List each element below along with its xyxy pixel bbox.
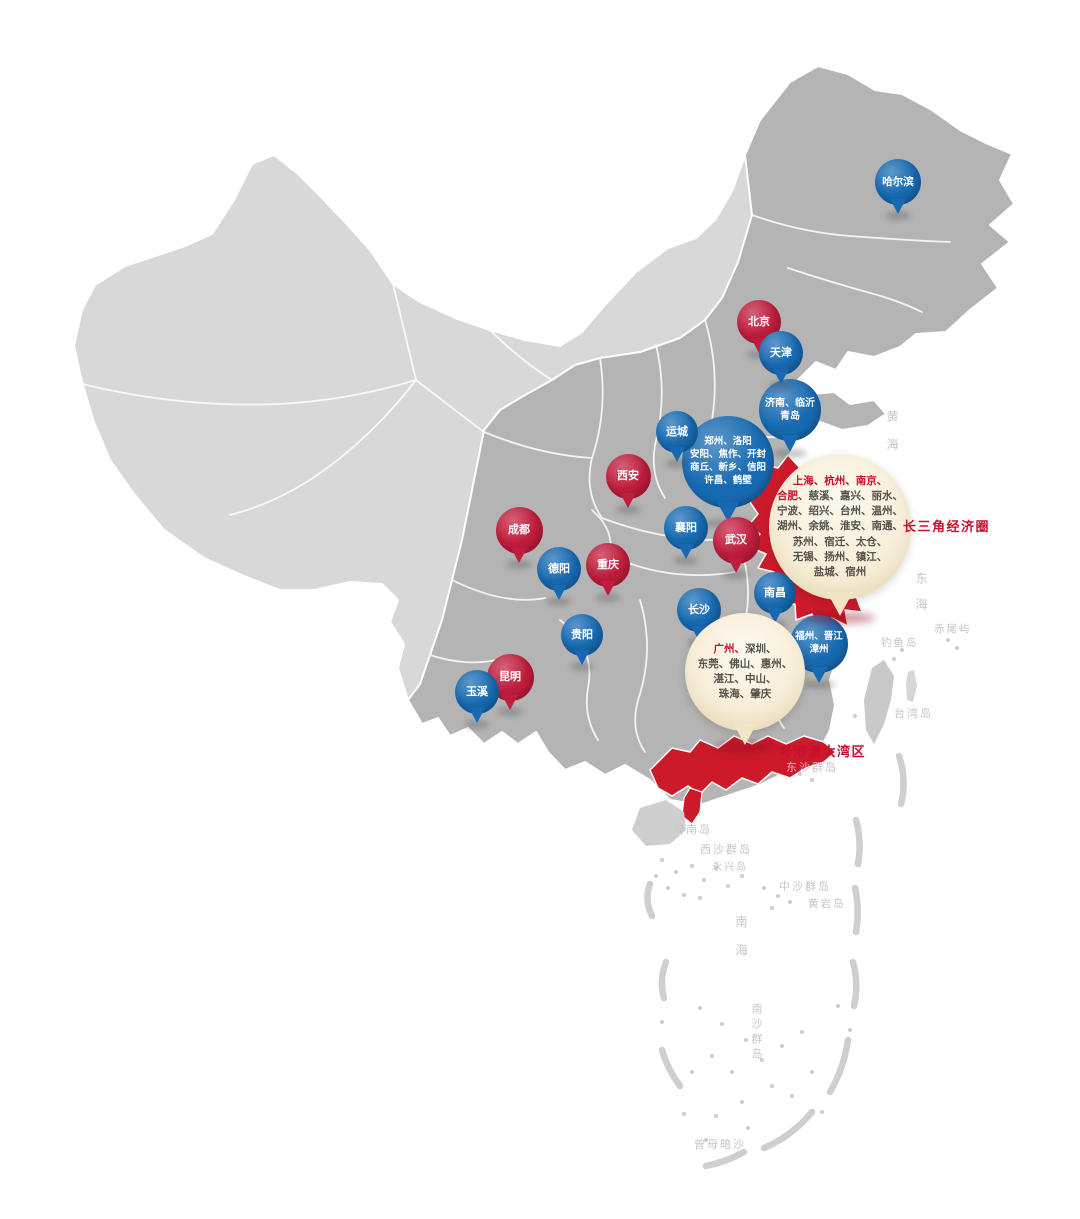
pin-label: 济南、临沂 xyxy=(765,397,815,409)
bubble-city: 无锡、扬州、镇江、 xyxy=(792,550,888,563)
pin-label: 襄阳 xyxy=(675,521,697,534)
pin-label: 安阳、焦作、开封 xyxy=(689,449,766,461)
taiwan-island-shape xyxy=(864,660,894,744)
bubble-city: 珠海、肇庆 xyxy=(718,688,772,701)
bubble-city-highlight: 合肥、 xyxy=(777,489,809,502)
bubble-line: 盐城、宿州 xyxy=(814,565,867,580)
pin-label: 青岛 xyxy=(780,411,800,422)
pin-label: 北京 xyxy=(748,315,770,328)
bubble-line: 湛江、中山、 xyxy=(714,672,777,687)
hainan-island-shape xyxy=(632,800,686,846)
pin-label: 天津 xyxy=(770,346,792,359)
bubble-line: 东莞、佛山、惠州、 xyxy=(698,657,793,672)
bubble-line: 广州、深圳、 xyxy=(714,642,777,657)
pin-label: 运城 xyxy=(666,425,688,438)
pin-label: 西安 xyxy=(617,469,639,482)
bubble-city: 宁波、绍兴、台州、温州、 xyxy=(777,505,903,518)
pin-wuhan: 武汉 xyxy=(712,516,760,564)
pin-label: 福州、晋江 xyxy=(795,631,843,643)
pin-label: 许昌、鹤壁 xyxy=(704,474,752,486)
pin-tianjin: 天津 xyxy=(759,331,803,375)
bubble-city: 盐城、宿州 xyxy=(813,566,867,579)
bubble-yangtze-delta-cities: 上海、杭州、南京、 合肥、慈溪、嘉兴、丽水、 宁波、绍兴、台州、温州、 湖州、余姚、淮… xyxy=(769,454,911,600)
pin-changsha: 长沙 xyxy=(677,588,721,632)
pin-label: 玉溪 xyxy=(466,685,488,698)
bubble-city-highlight: 广州、 xyxy=(713,642,746,655)
bubble-city: 慈溪、嘉兴、丽水、 xyxy=(808,489,904,502)
pin-yuncheng: 运城 xyxy=(656,411,698,453)
island-east-of-taiwan xyxy=(906,670,917,702)
pin-label: 商丘、新乡、信阳 xyxy=(689,462,766,473)
zone-label-yangtze-delta-zone: 长三角经济圈 xyxy=(903,519,991,534)
bubble-greater-bay-cities: 广州、深圳、 东莞、佛山、惠州、 湛江、中山、 珠海、肇庆 xyxy=(685,613,805,731)
pin-guiyang: 贵阳 xyxy=(561,614,603,656)
pin-chongqing: 重庆 xyxy=(586,543,630,587)
pin-label: 贵阳 xyxy=(571,628,593,641)
pin-label: 德阳 xyxy=(548,562,570,575)
bubble-city-highlight: 上海、杭州、南京、 xyxy=(792,474,888,487)
bubble-line: 宁波、绍兴、台州、温州、 xyxy=(777,504,903,519)
bubble-city: 东莞、佛山、惠州、 xyxy=(697,657,793,670)
pin-xian: 西安 xyxy=(605,453,651,499)
bubble-line: 苏州、宿迁、太仓、 xyxy=(793,535,888,550)
pin-label: 成都 xyxy=(508,523,530,536)
bubble-city: 深圳、 xyxy=(745,642,777,655)
bubble-line: 合肥、慈溪、嘉兴、丽水、 xyxy=(777,489,903,504)
pin-label: 昆明 xyxy=(499,670,521,683)
bubble-line: 湖州、余姚、淮安、南通、 xyxy=(777,519,903,534)
zone-label-greater-bay-zone: 粤港澳大湾区 xyxy=(779,744,867,759)
pin-label: 重庆 xyxy=(597,558,619,571)
pin-label: 郑州、洛阳 xyxy=(704,436,752,448)
pin-nanchang: 南昌 xyxy=(754,572,796,614)
pin-yuxi: 玉溪 xyxy=(455,670,499,714)
bubble-line: 上海、杭州、南京、 xyxy=(793,474,888,489)
bubble-line: 珠海、肇庆 xyxy=(719,687,772,702)
pin-fuzhou-jinjiang-zhangzhou: 福州、晋江 漳州 xyxy=(790,615,848,673)
bubble-city: 湖州、余姚、淮安、南通、 xyxy=(777,520,903,533)
pin-jinan-linyi-qingdao: 济南、临沂 青岛 xyxy=(759,379,821,441)
bubble-line: 无锡、扬州、镇江、 xyxy=(793,550,888,565)
island-dots xyxy=(654,638,959,1142)
pin-label: 漳州 xyxy=(809,644,829,655)
nine-dash-line xyxy=(644,752,907,1170)
pin-label: 南昌 xyxy=(764,586,786,599)
pin-harbin: 哈尔滨 xyxy=(875,159,921,205)
pin-chengdu: 成都 xyxy=(495,506,543,554)
pin-deyang: 德阳 xyxy=(537,547,581,591)
pin-label: 哈尔滨 xyxy=(882,175,914,188)
region-leizhou xyxy=(681,787,703,825)
bubble-city: 苏州、宿迁、太仓、 xyxy=(792,535,888,548)
bubble-city: 湛江、中山、 xyxy=(713,673,777,685)
pin-xiangyang: 襄阳 xyxy=(664,506,708,550)
pin-label: 武汉 xyxy=(725,533,747,546)
pin-label: 长沙 xyxy=(688,603,710,616)
